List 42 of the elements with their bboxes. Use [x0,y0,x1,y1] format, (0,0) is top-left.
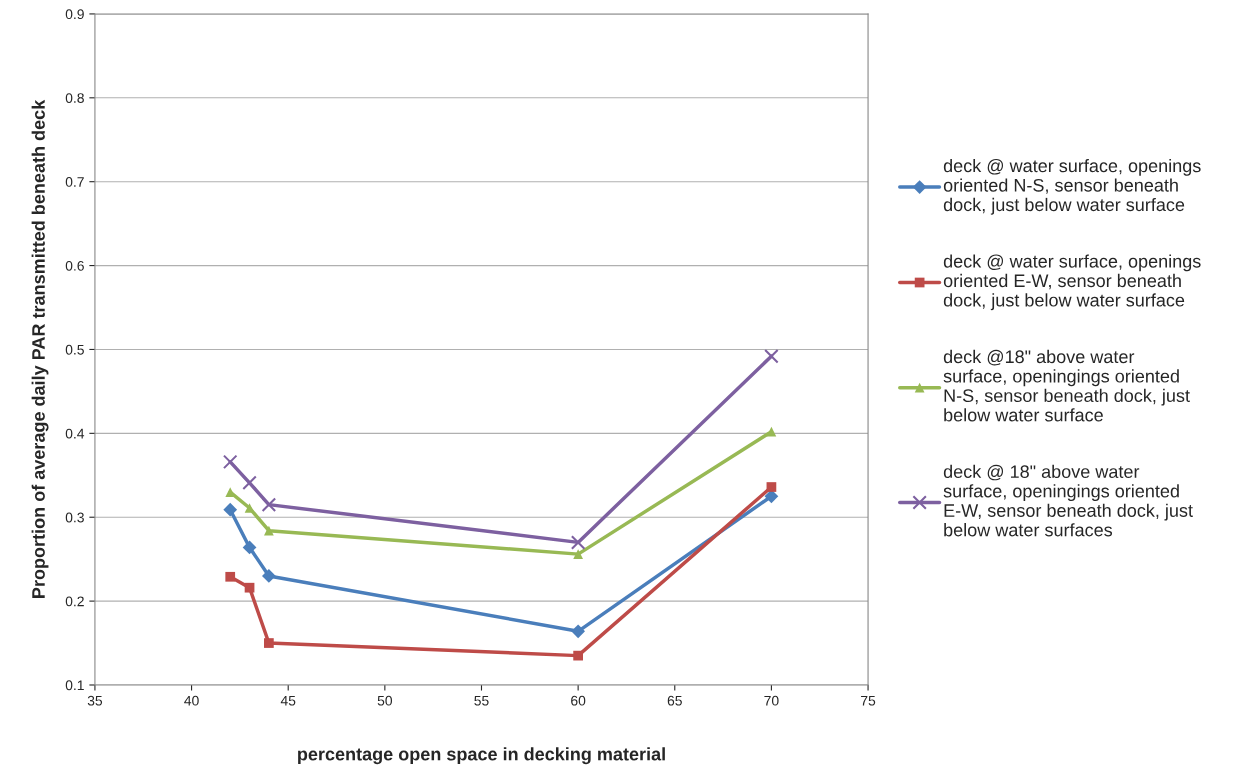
point [242,475,257,491]
legend-label: deck @ water surface, openings oriented N-S, sensor beneath dock, just below water surface [943,158,1201,215]
y-tick-label: 0.9 [65,9,84,20]
point [264,638,274,648]
point [242,540,257,555]
point [764,348,779,364]
point [261,497,277,512]
point [223,502,238,517]
x-tick-label: 60 [571,695,586,706]
x-tick-label: 50 [377,695,393,706]
x-tick-label: 75 [861,695,876,706]
x-tick-label: 55 [474,695,489,706]
point [225,571,236,582]
legend-label: deck @ 18" above water surface, openingings oriented E-W, sensor beneath dock, just below water surfaces [943,464,1193,537]
legend-label: deck @ water surface, openings oriented E-W, sensor beneath dock, just below water surface [943,254,1201,311]
point [571,624,586,639]
point [244,503,255,513]
point [222,454,238,470]
y-tick-label: 0.7 [65,177,84,187]
y-tick-label: 0.8 [65,93,84,103]
y-tick-label: 0.6 [65,260,84,271]
y-tick-label: 0.2 [65,596,84,607]
y-axis-title: Proportion of average daily PAR transmitted beneath deck [31,99,49,598]
point [573,549,583,559]
x-tick-label: 65 [667,695,682,706]
x-tick-label: 45 [280,695,296,706]
y-tick-label: 0.3 [65,512,84,523]
point [244,582,255,593]
x-tick-label: 35 [87,695,103,706]
x-axis-title: percentage open space in decking material [298,747,665,765]
y-tick-label: 0.4 [65,428,85,439]
legend-label: deck @18" above water surface, openingings oriented N-S, sensor beneath dock, just below water surface [943,349,1190,422]
x-tick-label: 40 [184,695,199,706]
point [573,650,583,661]
point [262,569,276,583]
y-tick-label: 0.5 [65,344,84,355]
point [264,525,274,536]
point [766,426,777,437]
y-tick-label: 0.1 [65,680,84,691]
point [570,535,586,550]
x-tick-label: 70 [764,695,779,706]
point [766,482,777,492]
